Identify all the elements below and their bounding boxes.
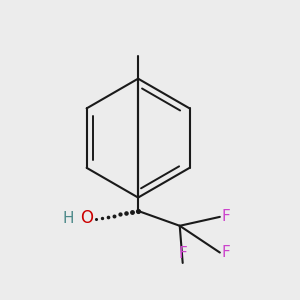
Text: F: F <box>178 247 187 262</box>
Text: F: F <box>221 209 230 224</box>
Text: F: F <box>221 245 230 260</box>
Text: H: H <box>63 211 74 226</box>
Text: O: O <box>80 209 94 227</box>
